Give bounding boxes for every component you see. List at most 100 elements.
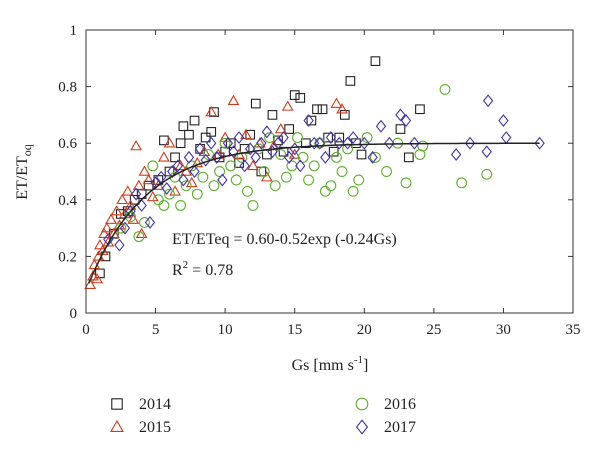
data-point-2015 — [138, 165, 151, 176]
data-point-2015 — [267, 139, 280, 151]
data-point-2015 — [163, 137, 176, 148]
data-point-2017 — [206, 136, 217, 150]
legend-label-2017: 2017 — [384, 419, 416, 436]
data-point-2017 — [228, 145, 239, 159]
data-point-2017 — [200, 153, 211, 167]
r-squared: R2 = 0.78 — [172, 259, 233, 279]
data-point-2017 — [375, 119, 387, 133]
data-point-2016 — [230, 174, 242, 186]
data-point-2014 — [200, 132, 211, 143]
data-point-2014 — [170, 152, 180, 163]
data-point-2015 — [281, 100, 294, 111]
data-point-2016 — [286, 160, 298, 172]
data-point-2016 — [439, 83, 451, 95]
data-point-2016 — [208, 180, 220, 192]
x-axis-title-main: Gs [mm s — [292, 357, 354, 374]
data-point-2017 — [342, 136, 353, 150]
data-point-2015 — [227, 94, 240, 106]
data-point-2014 — [289, 90, 300, 100]
data-point-2015 — [110, 205, 123, 216]
fit-curve — [88, 142, 540, 284]
legend-label-2015: 2015 — [139, 419, 171, 436]
data-point-2017 — [217, 173, 228, 187]
data-point-2014 — [295, 93, 306, 103]
data-point-2014 — [245, 129, 256, 140]
data-point-2016 — [269, 180, 281, 192]
data-point-2016 — [369, 151, 381, 163]
fit-equation: ET/ETeq = 0.60-0.52exp (-0.24Gs) — [172, 231, 397, 248]
data-point-2017 — [501, 131, 512, 145]
data-point-2015 — [274, 122, 287, 134]
data-point-2014 — [403, 152, 414, 163]
data-point-2016 — [381, 166, 392, 177]
data-point-2014 — [115, 209, 126, 219]
series-2016 — [115, 83, 493, 243]
y-axis-title-subscript: oq — [20, 144, 34, 156]
y-tick-label: 0 — [70, 306, 78, 322]
data-point-2016 — [275, 149, 287, 160]
data-point-2014 — [328, 146, 339, 157]
data-point-2015 — [198, 145, 211, 156]
data-point-2016 — [280, 171, 292, 183]
r-squared-prefix: R — [172, 262, 183, 279]
data-point-2014 — [345, 76, 356, 86]
data-point-2017 — [222, 136, 234, 150]
legend-marker-2014 — [111, 398, 123, 410]
x-tick-label: 10 — [218, 322, 233, 338]
data-point-2017 — [303, 114, 314, 128]
x-tick-label: 0 — [82, 322, 90, 338]
y-axis-title: ET/EToq — [14, 144, 34, 200]
legend-item-2014: 2014 — [111, 396, 171, 413]
data-point-2016 — [241, 185, 253, 197]
data-point-2015 — [84, 278, 97, 289]
data-point-2015 — [205, 106, 218, 117]
data-point-2014 — [306, 115, 317, 126]
data-point-2015 — [247, 159, 259, 171]
legend-item-2015: 2015 — [110, 419, 171, 436]
y-tick-label: 0.8 — [58, 80, 77, 96]
data-point-2017 — [395, 108, 406, 122]
data-point-2015 — [240, 128, 252, 139]
data-point-2017 — [359, 136, 370, 150]
data-point-2016 — [417, 140, 429, 152]
data-point-2016 — [158, 200, 170, 211]
data-point-2015 — [288, 148, 301, 159]
x-tick-label: 35 — [566, 322, 581, 338]
data-point-2014 — [267, 110, 278, 120]
data-point-2014 — [175, 138, 186, 149]
data-point-2017 — [211, 150, 222, 164]
data-point-2014 — [370, 56, 381, 66]
data-point-2015 — [142, 173, 155, 185]
data-point-2017 — [239, 159, 250, 173]
data-point-2017 — [482, 94, 494, 108]
legend-marker-2017 — [355, 419, 369, 435]
legend-item-2017: 2017 — [355, 419, 416, 436]
data-point-2017 — [245, 142, 256, 156]
y-tick-label: 0.2 — [58, 249, 77, 265]
x-tick-label: 25 — [426, 322, 441, 338]
data-point-2016 — [253, 143, 264, 155]
data-point-2015 — [132, 179, 145, 190]
data-point-2016 — [197, 171, 209, 183]
data-point-2015 — [169, 185, 181, 196]
legend-marker-2016 — [355, 397, 369, 411]
data-point-2015 — [100, 222, 113, 233]
data-point-2017 — [400, 114, 412, 128]
data-point-2015 — [105, 213, 117, 224]
data-point-2014 — [356, 149, 367, 160]
data-point-2014 — [95, 268, 105, 279]
data-point-2017 — [178, 173, 189, 187]
data-point-2016 — [225, 160, 237, 172]
data-point-2014 — [415, 104, 425, 115]
data-point-2016 — [456, 177, 468, 189]
data-point-2016 — [258, 166, 270, 177]
r-squared-value: = 0.78 — [188, 262, 233, 279]
data-point-2016 — [331, 151, 342, 163]
data-point-2017 — [325, 131, 337, 145]
legend-item-2016: 2016 — [355, 396, 416, 413]
data-point-2016 — [147, 160, 159, 172]
data-point-2017 — [278, 131, 289, 145]
data-point-2016 — [164, 188, 175, 200]
y-tick-label: 0.4 — [58, 193, 77, 209]
